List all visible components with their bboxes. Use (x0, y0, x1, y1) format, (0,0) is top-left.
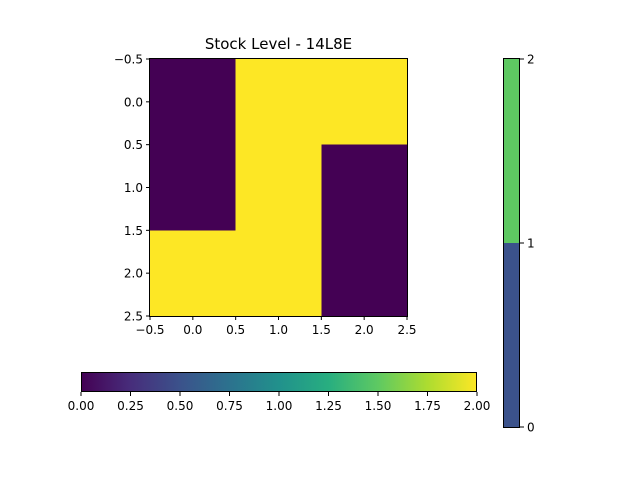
heatmap-cells (150, 59, 407, 316)
y-tick-label: 0.5 (124, 138, 143, 152)
x-tick-label: 1.0 (269, 323, 288, 337)
x-tick-label: 0.0 (183, 323, 202, 337)
colorbar-tick-label: 0.50 (167, 399, 194, 413)
y-tick-label: 1.5 (124, 224, 143, 238)
heatmap-cell (321, 59, 407, 145)
colorbar-tick-label: 1.00 (266, 399, 293, 413)
colorbar-tick-label: 1 (527, 237, 535, 251)
chart-title: Stock Level - 14L8E (205, 35, 352, 53)
horizontal-colorbar (81, 372, 477, 392)
horizontal-colorbar-frame (81, 372, 477, 392)
x-tick-label: 2.0 (355, 323, 374, 337)
heatmap-cell (150, 230, 236, 316)
heatmap-cell (150, 59, 236, 145)
heatmap-cell (321, 144, 407, 231)
vertical-colorbar (503, 59, 520, 427)
x-tick-label: 0.5 (226, 323, 245, 337)
colorbar-segment (503, 243, 520, 427)
heatmap-cell (235, 59, 322, 145)
vertical-colorbar-frame (503, 58, 520, 428)
y-tick-label: 2.0 (124, 267, 143, 281)
x-axis: −0.5 0.0 0.5 1.0 1.5 2.0 2.5 (135, 316, 417, 337)
colorbar-tick-label: 0.75 (216, 399, 243, 413)
colorbar-tick-label: 1.50 (365, 399, 392, 413)
colorbar-tick-label: 2 (527, 53, 535, 67)
heatmap-cell (235, 230, 322, 316)
x-tick-label: 2.5 (397, 323, 416, 337)
horizontal-colorbar-axis: 0.00 0.25 0.50 0.75 1.00 1.25 1.50 1.75 2.00 (68, 392, 491, 413)
y-tick-label: 2.5 (124, 310, 143, 324)
heatmap-cell (321, 230, 407, 316)
y-tick-label: −0.5 (114, 53, 143, 67)
y-axis: −0.5 0.0 0.5 1.0 1.5 2.0 2.5 (114, 53, 150, 324)
heatmap-cell (235, 144, 322, 231)
colorbar-tick-label: 0.25 (117, 399, 144, 413)
colorbar-tick-label: 1.25 (315, 399, 342, 413)
x-tick-label: −0.5 (135, 323, 164, 337)
colorbar-tick-label: 2.00 (464, 399, 491, 413)
heatmap-cell (150, 144, 236, 231)
colorbar-tick-label: 0 (527, 421, 535, 435)
y-tick-label: 0.0 (124, 95, 143, 109)
x-tick-label: 1.5 (312, 323, 331, 337)
colorbar-tick-label: 1.75 (414, 399, 441, 413)
colorbar-segment (503, 59, 520, 243)
vertical-colorbar-axis: 0 1 2 (520, 53, 535, 435)
y-tick-label: 1.0 (124, 181, 143, 195)
colorbar-tick-label: 0.00 (68, 399, 95, 413)
